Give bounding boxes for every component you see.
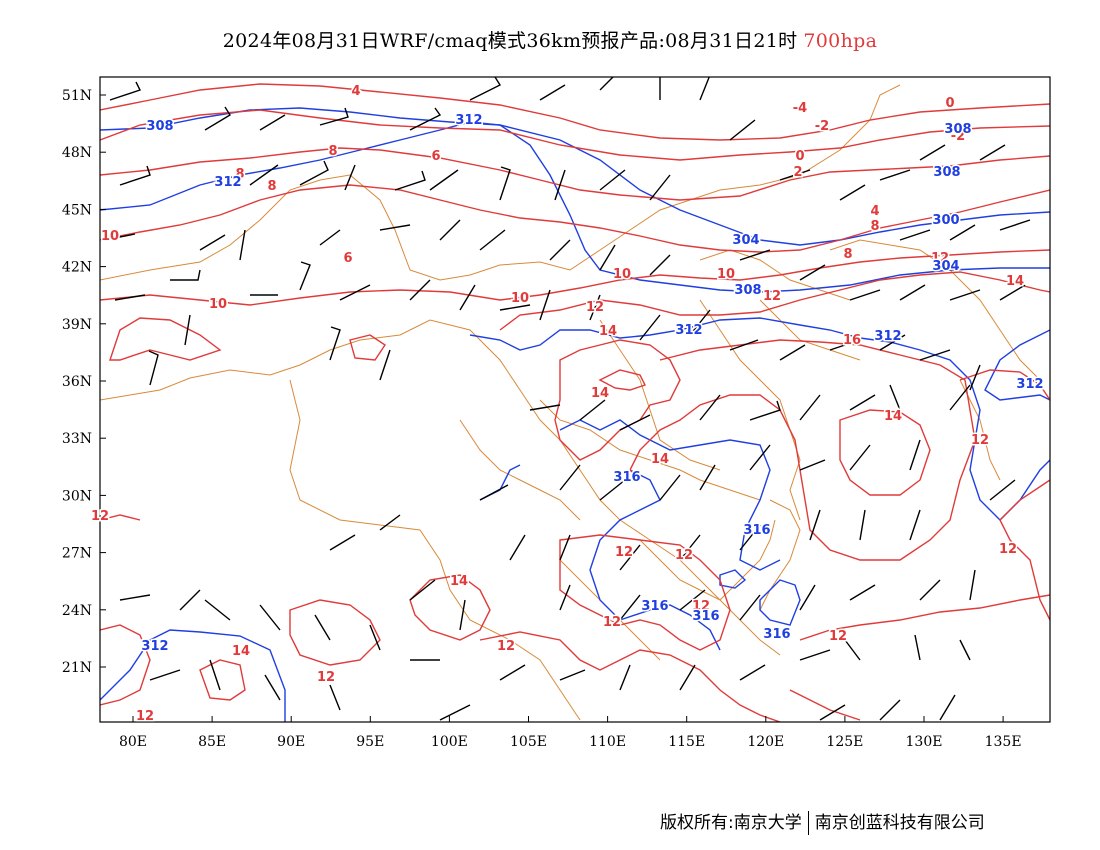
temperature-label: 8 [843, 247, 852, 262]
height-label: 312 [675, 323, 702, 338]
temperature-label: 14 [884, 409, 902, 424]
temperature-label: 4 [870, 204, 879, 219]
lon-label: 100E [431, 734, 468, 750]
temperature-label: 12 [971, 433, 989, 448]
footer-separator [807, 811, 809, 835]
temperature-label: 14 [651, 452, 669, 467]
height-contours [100, 107, 1050, 722]
lon-label: 90E [277, 734, 305, 750]
copyright-right: 南京创蓝科技有限公司 [814, 813, 985, 833]
lat-label: 51N [62, 88, 92, 104]
temperature-label: 10 [511, 291, 529, 306]
temperature-label: 14 [1006, 274, 1024, 289]
height-label: 316 [613, 470, 640, 485]
height-label: 312 [455, 113, 482, 128]
temperature-label: 14 [599, 324, 617, 339]
lon-label: 125E [826, 734, 863, 750]
temperature-label: 10 [613, 267, 631, 282]
temperature-label: 12 [91, 509, 109, 524]
lat-label: 48N [62, 145, 92, 161]
temperature-label: 8 [235, 167, 244, 182]
height-label: 312 [141, 639, 168, 654]
temperature-label: 10 [717, 267, 735, 282]
lon-label: 110E [589, 734, 626, 750]
copyright-footer: 版权所有:南京大学 南京创蓝科技有限公司 [660, 808, 985, 835]
temperature-label: 12 [136, 709, 154, 724]
lon-label: 95E [356, 734, 384, 750]
temperature-label: 2 [793, 165, 802, 180]
temperature-label: 12 [603, 615, 621, 630]
height-labels: 308 312 312 304 308 308 300 304 308 312 312 312 316 3… [140, 112, 1045, 656]
temperature-label: 12 [763, 289, 781, 304]
height-label: 312 [214, 175, 241, 190]
temperature-label: 12 [692, 599, 710, 614]
lat-label: 27N [62, 546, 92, 562]
copyright-left: 版权所有:南京大学 [660, 813, 802, 833]
temperature-label: 12 [931, 251, 949, 266]
lat-label: 33N [62, 431, 92, 447]
temperature-label: 6 [431, 149, 440, 164]
height-label: 316 [692, 609, 719, 624]
latitude-axis: 51N 48N 45N 42N 39N 36N 33N 30N 27N 24N 21N [62, 88, 106, 676]
longitude-axis: 80E 85E 90E 95E 100E 105E 110E 115E 120E 125E 130E… [119, 716, 1022, 750]
temperature-label: 12 [497, 639, 515, 654]
lon-label: 80E [119, 734, 147, 750]
height-label: 312 [874, 329, 901, 344]
height-label: 308 [933, 165, 960, 180]
height-label: 304 [732, 233, 759, 248]
temperature-label: 8 [267, 179, 276, 194]
height-label: 312 [1016, 377, 1043, 392]
lat-label: 39N [62, 317, 92, 333]
lat-label: 36N [62, 374, 92, 390]
title-level: 700hpa [803, 30, 878, 52]
wind-barbs [104, 77, 1031, 721]
temperature-label: -4 [793, 101, 807, 116]
lon-label: 85E [198, 734, 226, 750]
temperature-label: 6 [343, 251, 352, 266]
lon-label: 135E [985, 734, 1022, 750]
lon-label: 105E [510, 734, 547, 750]
plot-frame [99, 76, 1051, 723]
temperature-label: 0 [795, 149, 804, 164]
lon-label: 130E [906, 734, 943, 750]
temperature-label: 14 [232, 644, 250, 659]
height-label: 316 [641, 599, 668, 614]
lat-label: 21N [62, 660, 92, 676]
temperature-label: 14 [591, 386, 609, 401]
lat-label: 30N [62, 488, 92, 504]
temperature-label: 8 [870, 219, 879, 234]
lon-label: 115E [668, 734, 705, 750]
temperature-label: 4 [351, 84, 360, 99]
height-label: 308 [734, 283, 761, 298]
height-label: 316 [763, 627, 790, 642]
temperature-contours [100, 83, 1050, 722]
height-label: 308 [944, 122, 971, 137]
height-label: 304 [932, 259, 959, 274]
temperature-label: 12 [999, 542, 1017, 557]
temperature-label: 12 [615, 545, 633, 560]
temperature-label: 16 [843, 333, 861, 348]
title-main: 2024年08月31日WRF/cmaq模式36km预报产品:08月31日21时 [222, 30, 798, 52]
temperature-label: 8 [328, 144, 337, 159]
temperature-label: 14 [450, 574, 468, 589]
temperature-label: -2 [815, 119, 829, 134]
height-label: 316 [743, 523, 770, 538]
temperature-label: 0 [945, 96, 954, 111]
temperature-label: 12 [586, 300, 604, 315]
lat-label: 42N [62, 260, 92, 276]
temperature-label: 10 [209, 297, 227, 312]
lat-label: 45N [62, 202, 92, 218]
temperature-label: 12 [317, 670, 335, 685]
height-label: 308 [146, 119, 173, 134]
temperature-label: 10 [101, 229, 119, 244]
lat-label: 24N [62, 603, 92, 619]
lon-label: 120E [747, 734, 784, 750]
temperature-label: -2 [951, 129, 965, 144]
temperature-label: 12 [675, 548, 693, 563]
height-label: 300 [932, 213, 959, 228]
temperature-label: 12 [829, 629, 847, 644]
map-title: 2024年08月31日WRF/cmaq模式36km预报产品:08月31日21时 7… [0, 26, 1100, 53]
